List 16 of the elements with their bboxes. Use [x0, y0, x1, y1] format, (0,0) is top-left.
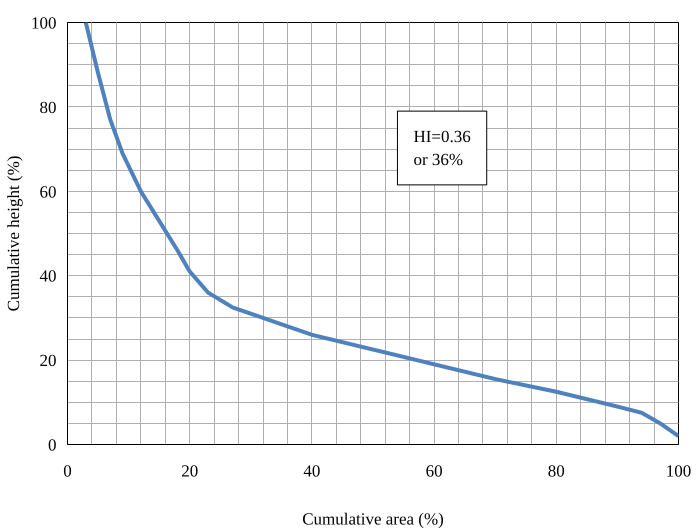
- y-tick-label: 80: [40, 98, 56, 117]
- x-tick-label: 0: [63, 462, 72, 480]
- annotation: HI=0.36 or 36%: [413, 127, 471, 169]
- x-tick-label: 80: [548, 462, 565, 480]
- x-tick-label: 60: [426, 462, 443, 480]
- x-tick-label: 20: [181, 462, 198, 480]
- y-axis-title: Cumulative height (%): [4, 156, 23, 312]
- x-tick-label: 100: [666, 462, 692, 480]
- x-axis-title: Cumulative area (%): [302, 510, 444, 528]
- y-tick-label: 40: [40, 266, 56, 286]
- x-tick-label: 40: [303, 462, 320, 480]
- y-tick-label: 0: [48, 436, 56, 454]
- line-series: [84, 22, 678, 438]
- y-tick-label: 60: [40, 182, 56, 202]
- y-tick-label: 20: [40, 351, 56, 370]
- y-tick-label: 100: [31, 14, 56, 32]
